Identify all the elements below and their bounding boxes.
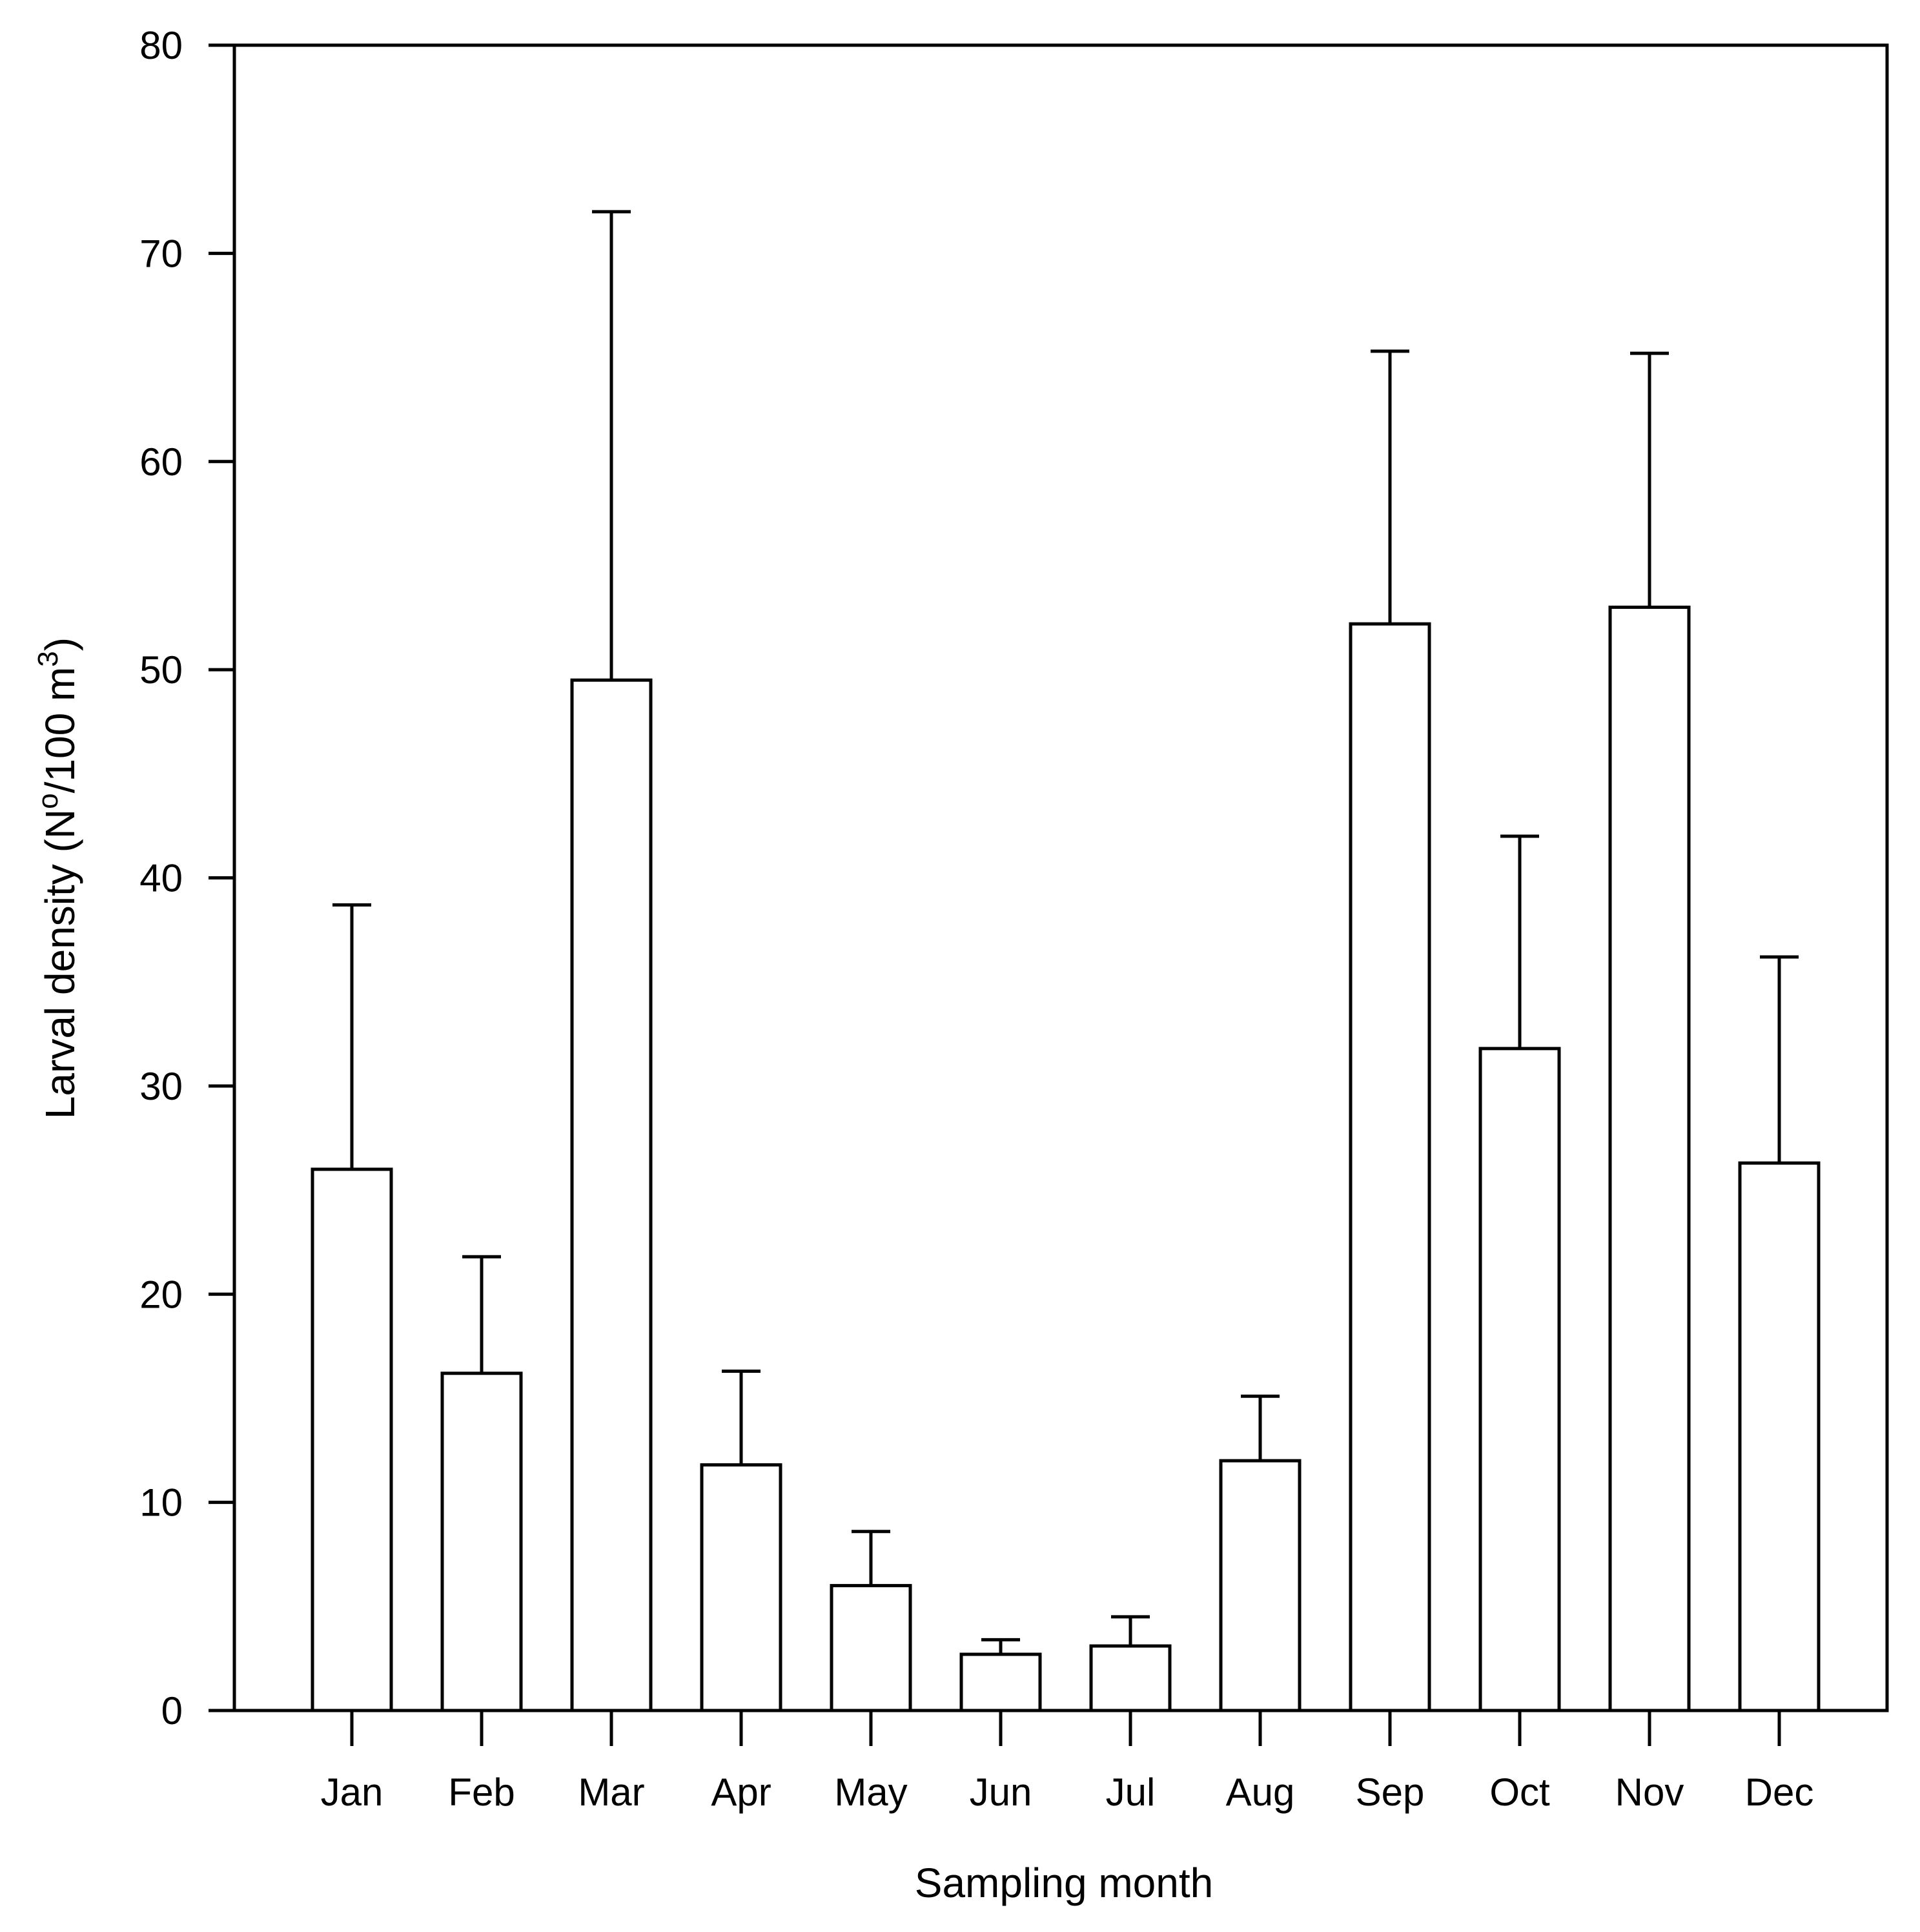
y-tick-label-10: 10 bbox=[139, 1481, 183, 1525]
y-tick-label-40: 40 bbox=[139, 857, 183, 900]
bar-may bbox=[830, 1584, 912, 1712]
y-tick-label-80: 80 bbox=[139, 24, 183, 67]
bar-nov bbox=[1608, 605, 1691, 1712]
bars-layer bbox=[311, 605, 1821, 1712]
x-tick-label-sep: Sep bbox=[1356, 1771, 1425, 1814]
y-axis-title-prefix: Larval density (N bbox=[37, 809, 83, 1119]
y-axis: 0 10 20 30 40 50 60 70 80 bbox=[139, 24, 234, 1732]
bar-mar bbox=[570, 678, 653, 1712]
y-axis-title-suffix: ) bbox=[37, 637, 83, 651]
bar-oct bbox=[1478, 1047, 1561, 1712]
bar-jan bbox=[311, 1167, 393, 1712]
bar-aug bbox=[1219, 1459, 1302, 1712]
y-tick-label-60: 60 bbox=[139, 440, 183, 484]
x-tick-label-mar: Mar bbox=[578, 1771, 644, 1814]
x-axis-title: Sampling month bbox=[915, 1860, 1213, 1906]
x-tick-label-dec: Dec bbox=[1745, 1771, 1814, 1814]
x-tick-label-nov: Nov bbox=[1615, 1771, 1684, 1814]
x-tick-label-feb: Feb bbox=[448, 1771, 515, 1814]
x-tick-label-oct: Oct bbox=[1489, 1771, 1550, 1814]
y-axis-title-middle: /100 m bbox=[37, 667, 83, 794]
y-tick-label-20: 20 bbox=[139, 1273, 183, 1316]
y-axis-title-sup-3: 3 bbox=[32, 651, 64, 666]
x-axis: Jan Feb Mar Apr May Jun Jul Aug Sep Oct Nov Dec bbox=[321, 1711, 1814, 1814]
bar-dec bbox=[1738, 1161, 1821, 1712]
y-axis-title-sup-o: o bbox=[32, 793, 64, 808]
bar-jun bbox=[959, 1652, 1042, 1712]
y-axis-title: Larval density (No/100 m3) bbox=[32, 637, 83, 1119]
bar-feb bbox=[440, 1372, 523, 1712]
y-tick-label-50: 50 bbox=[139, 648, 183, 692]
x-tick-label-jul: Jul bbox=[1106, 1771, 1156, 1814]
error-bars-layer bbox=[332, 210, 1799, 1654]
bar-sep bbox=[1349, 622, 1431, 1712]
x-tick-label-jun: Jun bbox=[970, 1771, 1032, 1814]
bar-jul bbox=[1089, 1644, 1172, 1712]
x-tick-label-apr: Apr bbox=[711, 1771, 771, 1814]
x-tick-label-aug: Aug bbox=[1226, 1771, 1295, 1814]
bar-apr bbox=[700, 1463, 782, 1712]
x-tick-label-jan: Jan bbox=[321, 1771, 383, 1814]
y-tick-label-0: 0 bbox=[161, 1689, 183, 1732]
x-tick-label-may: May bbox=[834, 1771, 907, 1814]
y-tick-label-30: 30 bbox=[139, 1065, 183, 1108]
y-tick-label-70: 70 bbox=[139, 232, 183, 275]
